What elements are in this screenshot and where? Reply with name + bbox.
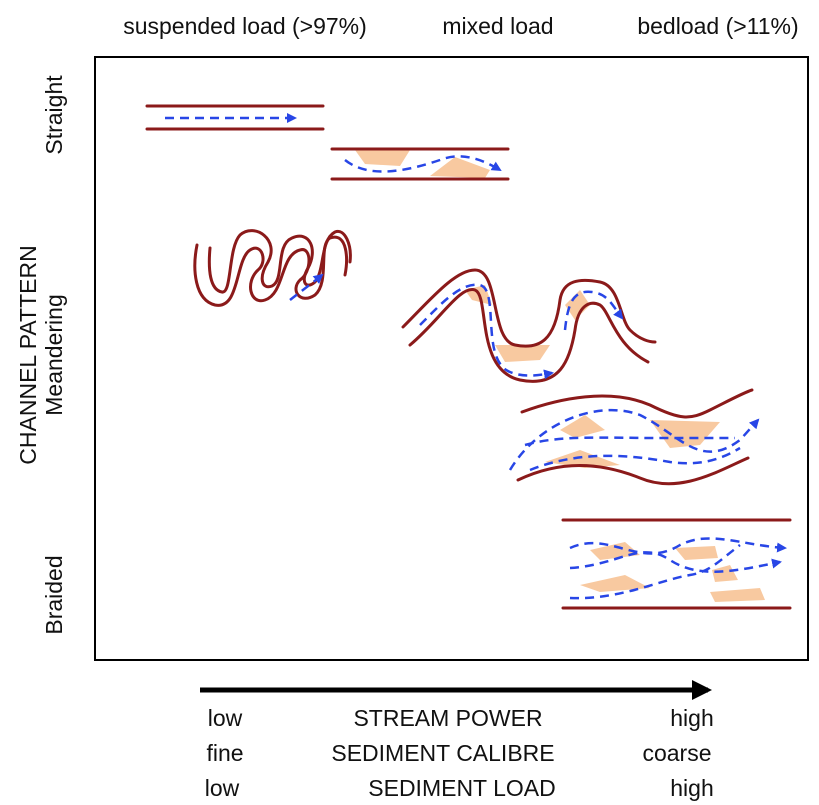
low-label: low	[208, 705, 243, 731]
sand-bar	[545, 450, 620, 468]
flow-line	[344, 155, 502, 173]
high-label: high	[670, 775, 713, 801]
sand-bar	[495, 345, 550, 362]
factor-label: STREAM POWER	[353, 705, 542, 731]
bank	[207, 229, 352, 294]
column-label: mixed load	[442, 13, 553, 39]
wandering-channel	[508, 388, 760, 486]
flow-line	[563, 290, 624, 331]
flow-line	[569, 544, 741, 600]
meandering-channel	[193, 229, 352, 307]
low-label: low	[205, 775, 240, 801]
flow-line	[289, 273, 324, 301]
meandering-channel	[401, 268, 657, 383]
pattern-label: Meandering	[41, 294, 67, 415]
flow-line	[569, 537, 787, 555]
bank	[193, 235, 348, 307]
factor-label: SEDIMENT CALIBRE	[331, 740, 554, 766]
factor-label: SEDIMENT LOAD	[368, 775, 555, 801]
straight-channel	[145, 104, 325, 131]
sand-bar	[580, 575, 650, 592]
column-label: suspended load (>97%)	[123, 13, 367, 39]
sand-bar	[712, 565, 738, 582]
column-label: bedload (>11%)	[637, 13, 798, 39]
bank	[401, 268, 657, 348]
sand-bar	[650, 420, 720, 448]
sand-bar	[560, 415, 605, 438]
flow-line	[524, 436, 735, 447]
bank	[520, 388, 754, 419]
sand-bar	[590, 542, 640, 560]
sand-bar	[565, 290, 590, 320]
flow-line	[508, 408, 760, 471]
straight-channel	[330, 147, 510, 181]
axis-title: CHANNEL PATTERN	[15, 245, 41, 464]
flow-line	[569, 551, 782, 573]
bank	[516, 456, 750, 486]
high-label: coarse	[642, 740, 711, 766]
pattern-label: Straight	[41, 75, 67, 155]
braided-channel	[561, 518, 792, 610]
sand-bar	[430, 157, 490, 178]
sand-bar	[355, 150, 410, 166]
high-label: high	[670, 705, 713, 731]
pattern-label: Braided	[41, 555, 67, 634]
sand-bar	[675, 546, 718, 560]
low-label: fine	[206, 740, 243, 766]
frame	[94, 56, 809, 661]
sand-bar	[710, 588, 765, 602]
